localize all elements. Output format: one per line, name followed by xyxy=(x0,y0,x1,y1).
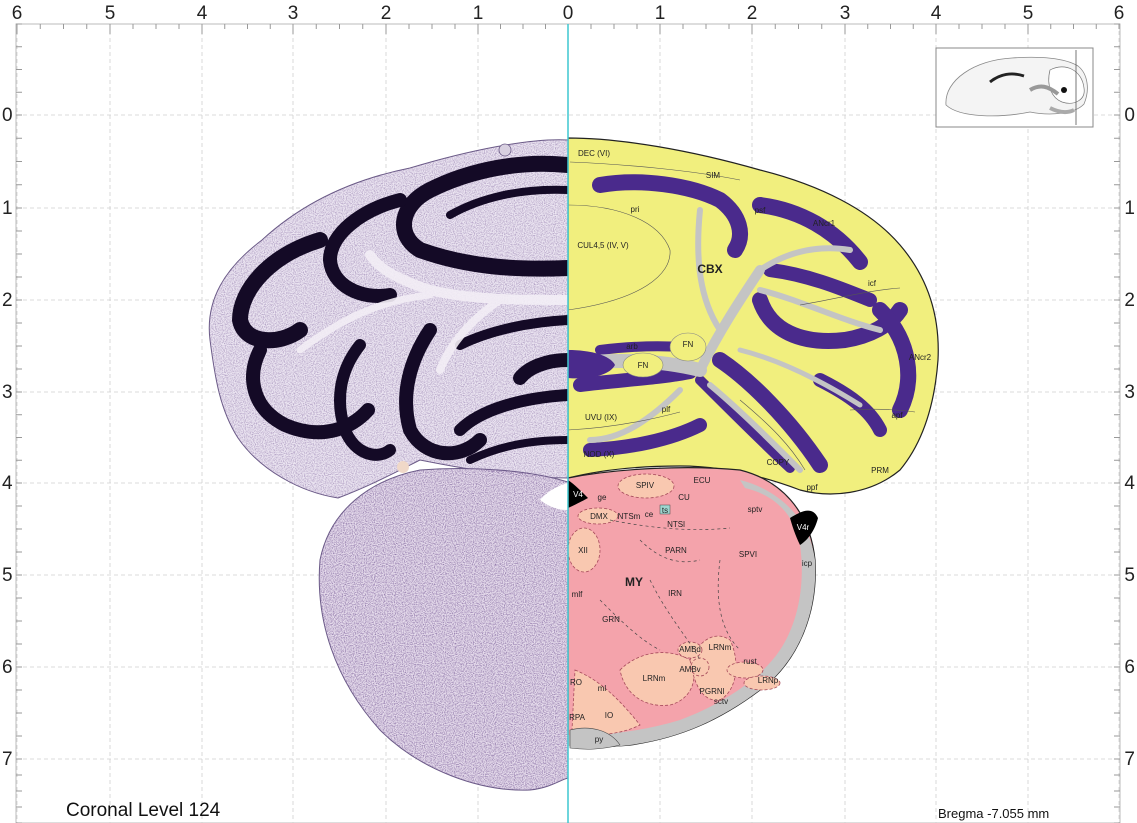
label-sim: SIM xyxy=(706,171,721,180)
label-rpa: RPA xyxy=(569,713,586,722)
label-cbx: CBX xyxy=(697,262,722,276)
left-tick-label: 5 xyxy=(2,565,13,586)
top-tick-label: 5 xyxy=(1023,3,1034,24)
left-axis: 0 1 2 3 4 5 6 7 xyxy=(2,105,13,770)
label-sptv: sptv xyxy=(748,505,763,514)
top-tick-label: 5 xyxy=(105,3,116,24)
label-ancr1: ANcr1 xyxy=(813,219,836,228)
label-ts: ts xyxy=(662,506,668,515)
right-tick-label: 7 xyxy=(1124,749,1135,770)
label-irn: IRN xyxy=(668,589,682,598)
brain-inset-thumbnail xyxy=(935,47,1094,128)
right-tick-label: 6 xyxy=(1124,657,1135,678)
top-tick-label: 1 xyxy=(655,3,666,24)
label-ecu: ECU xyxy=(694,476,711,485)
lateral-recess xyxy=(790,510,818,545)
left-tick-label: 2 xyxy=(2,290,13,311)
label-v4r: V4r xyxy=(797,523,810,532)
top-tick-label: 2 xyxy=(747,3,758,24)
nissl-section-left xyxy=(208,139,568,791)
atlas-annotation-right xyxy=(568,137,939,750)
label-mlf: mlf xyxy=(572,590,583,599)
label-parn: PARN xyxy=(665,546,687,555)
label-io: IO xyxy=(605,711,613,720)
region-labels: CBX MY DEC (VI) SIM pri CUL4,5 (IV, V) p… xyxy=(569,149,932,744)
label-lrnp: LRNp xyxy=(758,676,779,685)
label-cu: CU xyxy=(678,493,690,502)
right-tick-label: 2 xyxy=(1124,290,1135,311)
top-tick-label: 0 xyxy=(563,3,574,24)
label-py: py xyxy=(595,735,603,744)
label-psf: psf xyxy=(755,206,766,215)
label-icf: icf xyxy=(868,279,877,288)
fourth-ventricle xyxy=(568,480,588,508)
label-ntsm: NTSm xyxy=(618,512,641,521)
label-ppf: ppf xyxy=(806,483,818,492)
label-icp: icp xyxy=(802,559,813,568)
left-tick-label: 6 xyxy=(2,657,13,678)
label-ntsl: NTSl xyxy=(667,520,685,529)
top-tick-label: 1 xyxy=(473,3,484,24)
top-axis: 6 5 4 3 2 1 0 1 2 3 4 5 6 xyxy=(12,3,1125,24)
label-amba: AMBd xyxy=(679,645,701,654)
label-cul: CUL4,5 (IV, V) xyxy=(577,241,629,250)
left-tick-label: 0 xyxy=(2,105,13,126)
label-xii: XII xyxy=(578,546,588,555)
coronal-level-caption: Coronal Level 124 xyxy=(66,800,221,821)
top-tick-label: 3 xyxy=(288,3,299,24)
right-tick-label: 3 xyxy=(1124,382,1135,403)
label-prm: PRM xyxy=(871,466,889,475)
label-pri: pri xyxy=(631,205,640,214)
label-spvi: SPVI xyxy=(739,550,757,559)
label-spiv: SPIV xyxy=(636,481,655,490)
right-tick-label: 1 xyxy=(1124,198,1135,219)
label-ml: ml xyxy=(598,684,607,693)
label-nod: NOD (X) xyxy=(584,450,615,459)
label-pgrnl: PGRNl xyxy=(700,687,725,696)
label-plf: plf xyxy=(662,405,671,414)
label-ro: RO xyxy=(570,678,582,687)
label-ancr2: ANcr2 xyxy=(909,353,932,362)
label-lrnm2: LRNm xyxy=(709,643,732,652)
label-my: MY xyxy=(625,575,643,589)
top-tick-label: 2 xyxy=(381,3,392,24)
label-sctv: sctv xyxy=(714,697,728,706)
label-fn2: FN xyxy=(638,361,649,370)
top-tick-label: 6 xyxy=(1114,3,1125,24)
label-rust: rust xyxy=(743,657,757,666)
label-uvu: UVU (IX) xyxy=(585,413,617,422)
label-grn: GRN xyxy=(602,615,620,624)
label-v4: V4 xyxy=(573,490,583,499)
top-tick-label: 4 xyxy=(197,3,208,24)
right-tick-label: 0 xyxy=(1124,105,1135,126)
bregma-caption: Bregma -7.055 mm xyxy=(938,806,1050,821)
label-dec: DEC (VI) xyxy=(578,149,610,158)
label-ambv: AMBv xyxy=(679,665,700,674)
label-fn1: FN xyxy=(683,340,694,349)
right-axis: 0 1 2 3 4 5 6 7 xyxy=(1124,105,1135,770)
label-arb: arb xyxy=(626,342,638,351)
right-tick-label: 4 xyxy=(1124,473,1135,494)
label-copy: COPY xyxy=(767,458,790,467)
left-tick-label: 3 xyxy=(2,382,13,403)
label-ge: ge xyxy=(598,493,607,502)
left-tick-label: 1 xyxy=(2,198,13,219)
right-tick-label: 5 xyxy=(1124,565,1135,586)
label-lrnm: LRNm xyxy=(643,674,666,683)
left-tick-label: 7 xyxy=(2,749,13,770)
top-tick-label: 3 xyxy=(840,3,851,24)
left-ventricle-gap xyxy=(540,483,568,510)
top-tick-label: 6 xyxy=(12,3,23,24)
left-tick-label: 4 xyxy=(2,473,13,494)
label-dmx: DMX xyxy=(590,512,608,521)
label-ce: ce xyxy=(645,510,654,519)
label-apf: apf xyxy=(891,411,903,420)
top-tick-label: 4 xyxy=(931,3,942,24)
